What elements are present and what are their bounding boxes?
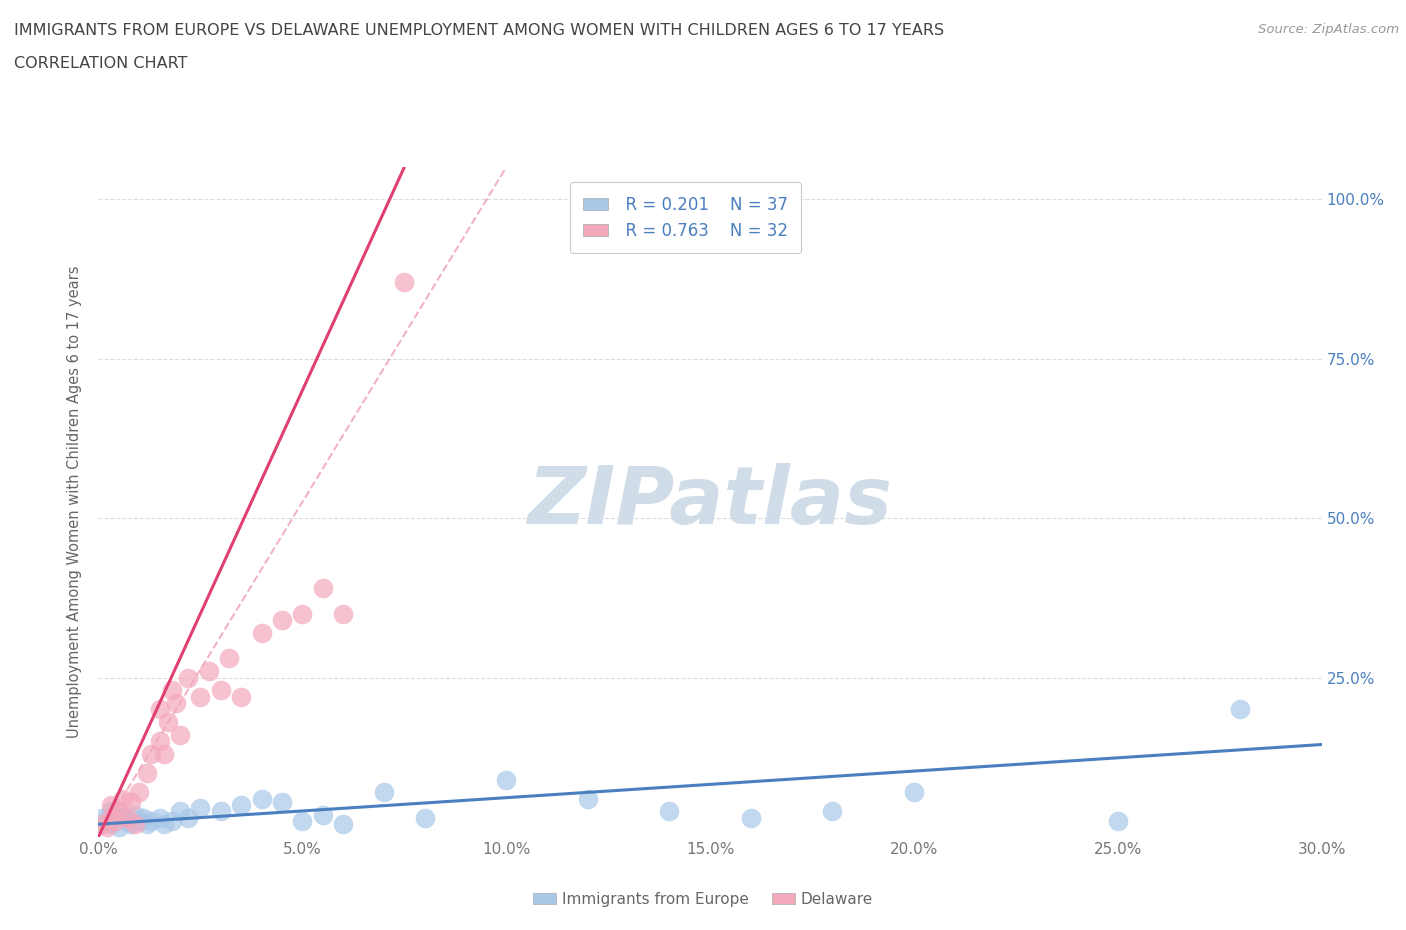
Point	[141, 814, 163, 829]
Text: ZIPatlas: ZIPatlas	[527, 463, 893, 541]
Point	[132, 810, 155, 825]
Point	[128, 785, 150, 800]
Point	[903, 785, 925, 800]
Point	[188, 801, 212, 816]
Point	[108, 804, 131, 819]
Text: Source: ZipAtlas.com: Source: ZipAtlas.com	[1258, 23, 1399, 36]
Point	[169, 804, 191, 819]
Point	[332, 606, 354, 621]
Point	[392, 274, 416, 289]
Point	[160, 683, 183, 698]
Point	[156, 715, 179, 730]
Point	[1107, 814, 1129, 829]
Point	[165, 696, 187, 711]
Point	[111, 791, 134, 806]
Legend: Immigrants from Europe, Delaware: Immigrants from Europe, Delaware	[527, 886, 879, 913]
Point	[658, 804, 681, 819]
Point	[332, 817, 354, 831]
Point	[104, 814, 127, 829]
Point	[108, 820, 131, 835]
Point	[413, 810, 436, 825]
Point	[373, 785, 395, 800]
Legend:   R = 0.201    N = 37,   R = 0.763    N = 32: R = 0.201 N = 37, R = 0.763 N = 32	[569, 182, 801, 254]
Point	[250, 791, 273, 806]
Point	[312, 581, 335, 596]
Point	[821, 804, 844, 819]
Y-axis label: Unemployment Among Women with Children Ages 6 to 17 years: Unemployment Among Women with Children A…	[67, 266, 83, 738]
Point	[128, 814, 150, 829]
Point	[218, 651, 240, 666]
Point	[96, 820, 118, 835]
Point	[177, 671, 200, 685]
Point	[312, 807, 335, 822]
Point	[104, 807, 127, 822]
Point	[291, 814, 314, 829]
Point	[1229, 702, 1251, 717]
Point	[115, 814, 138, 829]
Point	[188, 689, 212, 704]
Point	[91, 810, 114, 825]
Point	[177, 810, 200, 825]
Point	[141, 747, 163, 762]
Point	[124, 817, 146, 831]
Point	[270, 794, 294, 809]
Point	[136, 817, 159, 831]
Point	[120, 794, 142, 809]
Point	[160, 814, 183, 829]
Point	[115, 810, 138, 825]
Point	[250, 626, 273, 641]
Point	[149, 734, 172, 749]
Point	[495, 772, 517, 787]
Point	[136, 765, 159, 780]
Text: CORRELATION CHART: CORRELATION CHART	[14, 56, 187, 71]
Point	[209, 683, 232, 698]
Point	[100, 810, 122, 825]
Point	[152, 747, 174, 762]
Point	[96, 814, 118, 829]
Point	[231, 798, 253, 813]
Point	[169, 727, 191, 742]
Point	[120, 817, 142, 831]
Point	[270, 613, 294, 628]
Point	[111, 810, 134, 825]
Point	[91, 817, 114, 831]
Point	[209, 804, 232, 819]
Point	[152, 817, 174, 831]
Point	[197, 664, 219, 679]
Point	[149, 702, 172, 717]
Point	[100, 804, 122, 819]
Point	[231, 689, 253, 704]
Point	[100, 798, 122, 813]
Point	[740, 810, 762, 825]
Point	[149, 810, 172, 825]
Point	[124, 807, 146, 822]
Point	[576, 791, 599, 806]
Text: IMMIGRANTS FROM EUROPE VS DELAWARE UNEMPLOYMENT AMONG WOMEN WITH CHILDREN AGES 6: IMMIGRANTS FROM EUROPE VS DELAWARE UNEMP…	[14, 23, 945, 38]
Point	[291, 606, 314, 621]
Point	[100, 817, 122, 831]
